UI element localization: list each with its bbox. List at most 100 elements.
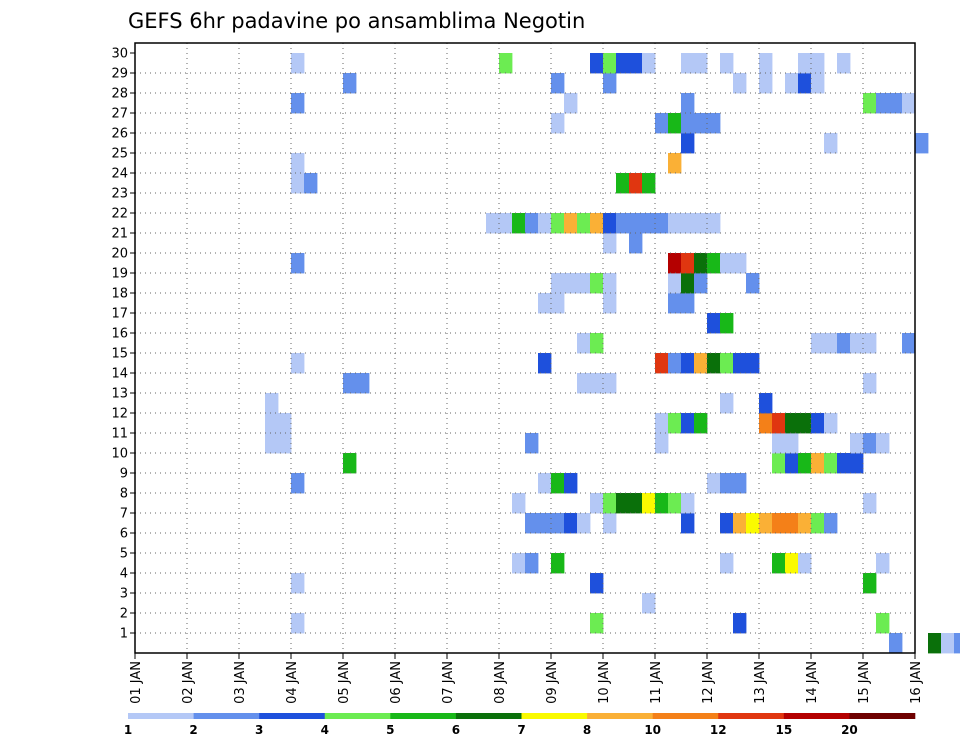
precip-cell [720,473,734,494]
precip-cell [590,213,604,234]
precip-cell [720,393,734,414]
precip-cell [642,213,656,234]
precip-cell [798,53,812,74]
precip-cell [876,613,890,634]
precip-cell [798,73,812,94]
y-tick-label: 24 [111,167,128,182]
precip-cell [720,313,734,334]
precip-cell [577,513,591,534]
precip-cell [642,53,656,74]
precip-cell [564,513,578,534]
precip-cell [902,333,916,354]
precip-cell [681,253,695,274]
precip-cell [733,473,747,494]
y-tick-label: 18 [111,287,128,302]
y-tick-label: 2 [120,607,128,622]
y-tick-label: 17 [111,307,128,322]
x-tick-label: 15 JAN [857,661,872,704]
precip-cell [720,353,734,374]
precip-cell [759,413,773,434]
precip-cell [577,273,591,294]
x-tick-label: 02 JAN [181,661,196,704]
y-tick-label: 23 [111,187,128,202]
precip-cell [681,213,695,234]
precip-cell [798,513,812,534]
precip-cell [512,213,526,234]
plot-frame [134,42,916,654]
precip-cell [824,453,838,474]
precip-cell [811,333,825,354]
y-tick-label: 3 [120,587,128,602]
precip-cell [265,413,279,434]
precip-cell [876,553,890,574]
precip-cell [707,353,721,374]
precip-cell [590,273,604,294]
precip-cell [603,213,617,234]
precip-cell [616,173,630,194]
precip-cell [733,353,747,374]
colorbar-label: 5 [386,723,394,737]
precip-cell [694,273,708,294]
precip-cell [681,493,695,514]
y-tick-label: 21 [111,227,128,242]
colorbar-label: 20 [841,723,858,737]
precip-cell [681,93,695,114]
precip-cell [681,113,695,134]
y-tick-label: 11 [111,427,128,442]
precip-cell [629,53,643,74]
precip-cell [694,413,708,434]
precip-cell [551,473,565,494]
precip-cell [694,113,708,134]
colorbar-label: 10 [644,723,661,737]
precip-cell [681,53,695,74]
precip-cell [863,333,877,354]
precip-cell [525,513,539,534]
precip-cell [694,53,708,74]
chart-title: GEFS 6hr padavine po ansamblima Negotin [128,9,585,33]
precip-cell [746,273,760,294]
precip-cell [668,153,682,174]
precip-cell [291,613,305,634]
precip-cell [278,413,292,434]
precip-cell [343,73,357,94]
x-tick-label: 12 JAN [701,661,716,704]
precip-cell [733,73,747,94]
precip-cell [889,633,903,654]
precip-cell [616,493,630,514]
precip-cell [551,273,565,294]
precip-cell [291,93,305,114]
precip-cell [811,413,825,434]
precip-cell [551,293,565,314]
precip-cell [291,473,305,494]
colorbar-segment [587,713,653,719]
y-tick-label: 10 [111,447,128,462]
x-tick-label: 10 JAN [597,661,612,704]
precip-cell [265,433,279,454]
precip-cell [759,393,773,414]
y-tick-label: 8 [120,487,128,502]
precip-cell [629,173,643,194]
precip-cell [538,353,552,374]
precip-cell [915,133,929,154]
precip-cell [564,213,578,234]
precip-cell [603,273,617,294]
precip-cell [603,373,617,394]
precip-cell [798,413,812,434]
precip-cell [785,553,799,574]
precip-cell [785,453,799,474]
precip-cell [590,373,604,394]
precip-cell [707,113,721,134]
precip-cell [343,373,357,394]
precip-cell [577,373,591,394]
precip-cell [863,493,877,514]
precip-cell [629,213,643,234]
precip-cell [668,213,682,234]
precip-cell [863,573,877,594]
colorbar-segment [324,713,391,719]
precip-cell [785,73,799,94]
precip-cell [824,133,838,154]
colorbar-segment [521,713,588,719]
precip-cell [772,413,786,434]
precip-cell [863,93,877,114]
x-tick-label: 11 JAN [649,661,664,704]
